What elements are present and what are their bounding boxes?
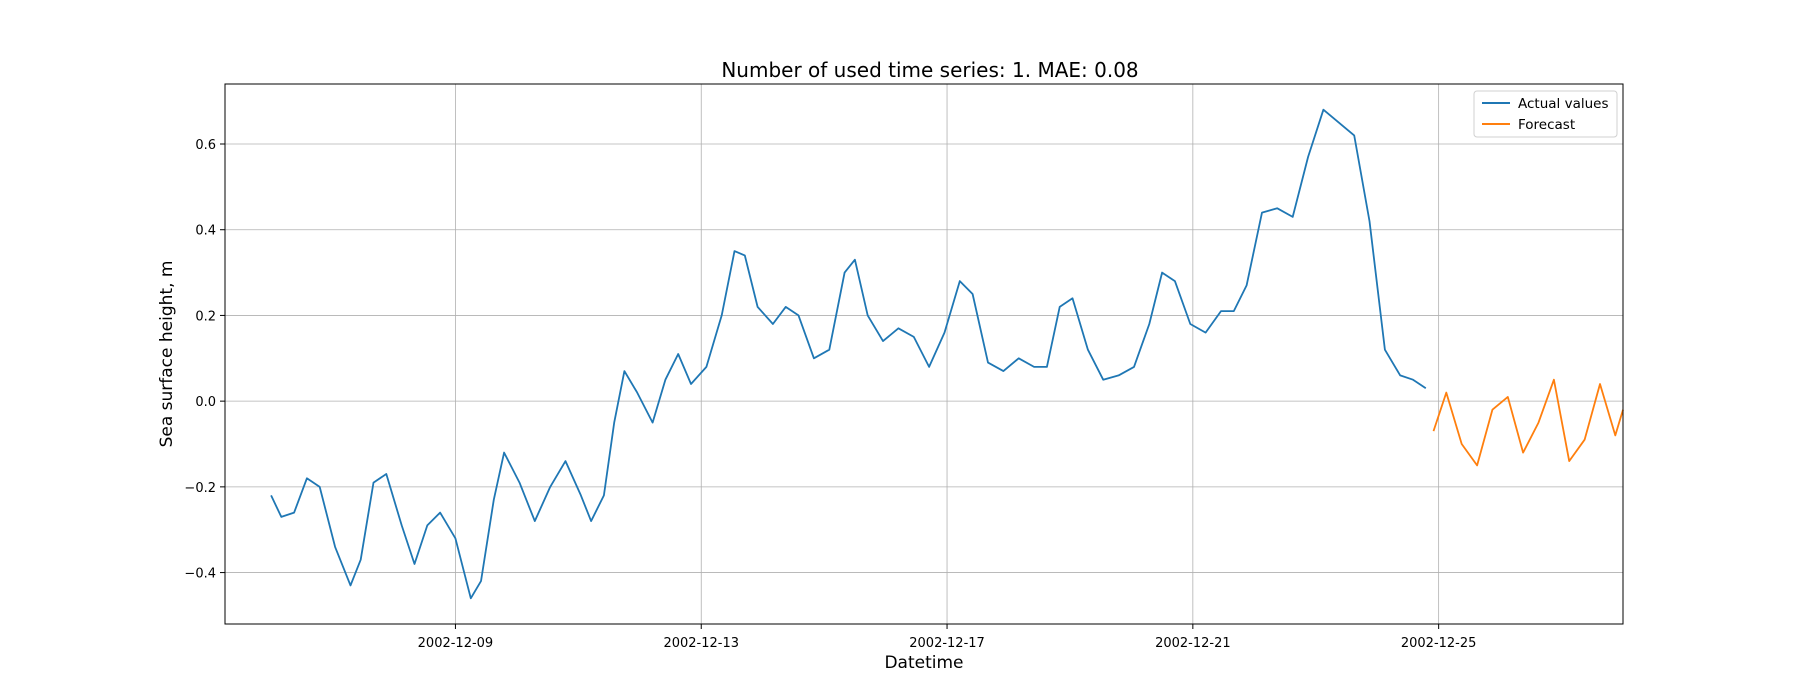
plot-area-frame	[224, 83, 1624, 625]
y-tick-label: 0.0	[195, 395, 216, 410]
grid	[225, 84, 1623, 624]
legend-label-forecast: Forecast	[1518, 117, 1575, 133]
y-tick-label: −0.2	[184, 481, 216, 496]
x-axis-label: Datetime	[884, 653, 963, 673]
y-axis-label: Sea surface height, m	[157, 261, 177, 448]
y-tick-label: 0.2	[195, 309, 216, 324]
chart-title: Number of used time series: 1. MAE: 0.08	[721, 58, 1138, 82]
series-line-forecast	[1432, 378, 1624, 467]
x-tick-label: 2002-12-13	[663, 636, 739, 651]
x-tick-label: 2002-12-25	[1401, 636, 1477, 651]
y-tick-label: 0.6	[195, 138, 216, 153]
x-tick-label: 2002-12-21	[1155, 636, 1231, 651]
series-lines	[270, 108, 1624, 600]
legend: Actual values Forecast	[1473, 90, 1618, 138]
axis-ticks: −0.4 −0.2 0.0 0.2 0.4 0.6 2002-12-09 2002-12-13…	[184, 138, 1476, 651]
y-tick-label: −0.4	[184, 567, 216, 582]
series-line-actual-values	[270, 108, 1427, 600]
y-tick-label: 0.4	[195, 224, 216, 239]
legend-label-actual: Actual values	[1518, 96, 1609, 112]
x-tick-label: 2002-12-09	[418, 636, 494, 651]
x-tick-label: 2002-12-17	[909, 636, 985, 651]
